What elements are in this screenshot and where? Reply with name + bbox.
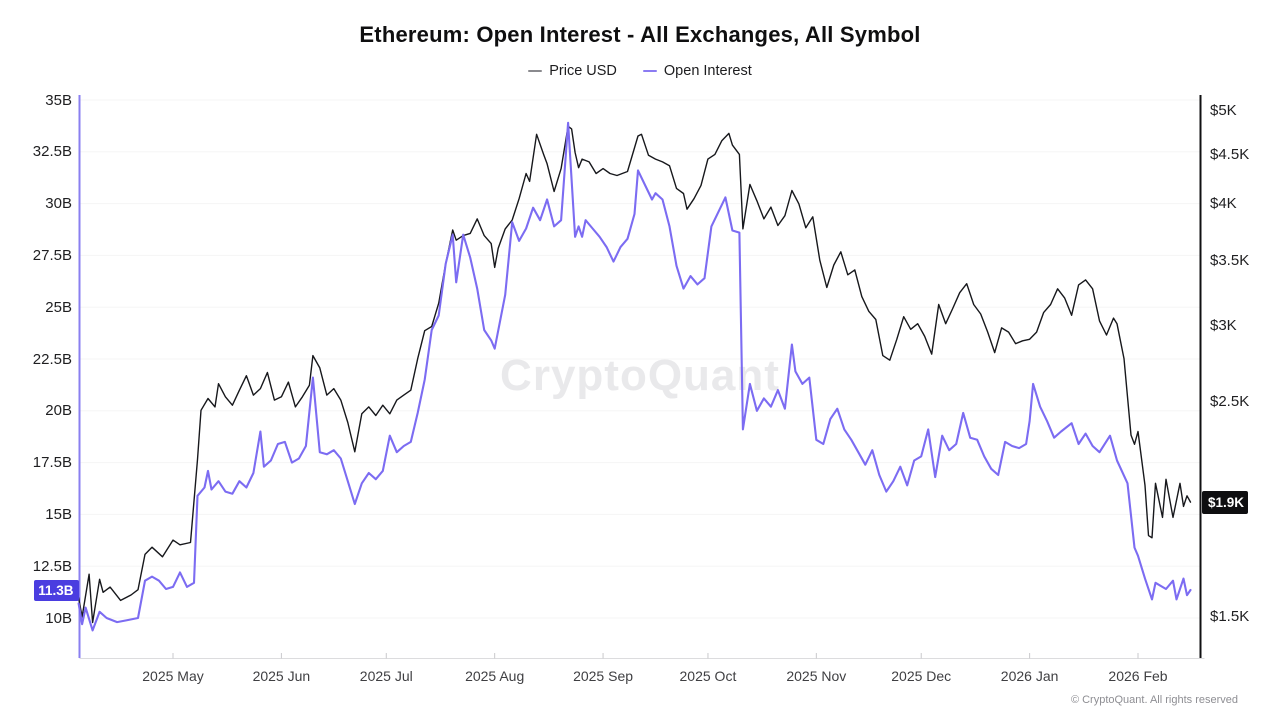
left-axis-tick-label: 35B [45, 91, 72, 109]
right-axis-tick-label: $3K [1210, 316, 1237, 334]
right-axis-tick-label: $3.5K [1210, 251, 1250, 269]
right-axis-tick-label: $4.5K [1210, 145, 1250, 163]
copyright-footer: © CryptoQuant. All rights reserved [1070, 694, 1238, 706]
x-axis-tick-label: 2025 Dec [891, 668, 952, 684]
open-interest-last-value-badge: 11.3B [34, 579, 79, 601]
left-axis-tick-label: 22.5B [32, 350, 72, 368]
left-axis-tick-label: 12.5B [32, 557, 72, 575]
left-axis-tick-label: 30B [45, 195, 72, 213]
chart-legend: Price USD Open Interest [0, 63, 1280, 79]
left-axis-tick-label: 32.5B [32, 143, 72, 161]
left-axis-tick-label: 27.5B [32, 246, 72, 264]
right-axis-tick-label: $5K [1210, 101, 1237, 119]
x-axis-tick-label: 2025 Sep [573, 668, 634, 684]
right-axis-tick-label: $2.5K [1210, 393, 1250, 411]
legend-item-open-interest[interactable]: Open Interest [642, 63, 752, 79]
x-axis-tick-label: 2026 Feb [1108, 668, 1168, 684]
left-axis-tick-label: 17.5B [32, 454, 72, 472]
series-price-usd [77, 125, 1192, 624]
legend-label-price-usd: Price USD [549, 63, 617, 79]
right-axis-tick-label: $4K [1210, 195, 1237, 213]
chart-title: Ethereum: Open Interest - All Exchanges,… [359, 22, 921, 47]
x-axis-tick-label: 2025 Jul [359, 668, 413, 684]
x-axis-tick-label: 2025 Nov [786, 668, 847, 684]
x-axis-tick-label: 2025 May [142, 668, 204, 684]
x-axis-tick-label: 2025 Oct [679, 668, 737, 684]
cryptoquant-watermark: CryptoQuant [500, 351, 780, 400]
price-line-marker-icon [528, 70, 543, 72]
price-last-value-badge: $1.9K [1202, 490, 1249, 514]
left-axis-tick-label: 15B [45, 505, 72, 523]
left-axis-tick-label: 25B [45, 298, 72, 316]
legend-label-open-interest: Open Interest [663, 63, 752, 79]
legend-item-price-usd[interactable]: Price USD [528, 63, 617, 79]
left-axis-tick-label: 10B [45, 609, 72, 627]
left-axis-tick-label: 20B [45, 402, 72, 420]
x-axis-tick-label: 2025 Jun [252, 668, 311, 684]
right-axis-tick-label: $1.5K [1210, 608, 1250, 626]
x-axis-tick-label: 2026 Jan [1000, 668, 1059, 684]
series-open-interest [77, 121, 1192, 632]
x-axis-tick-label: 2025 Aug [465, 668, 525, 684]
open-interest-line-marker-icon [642, 70, 657, 72]
